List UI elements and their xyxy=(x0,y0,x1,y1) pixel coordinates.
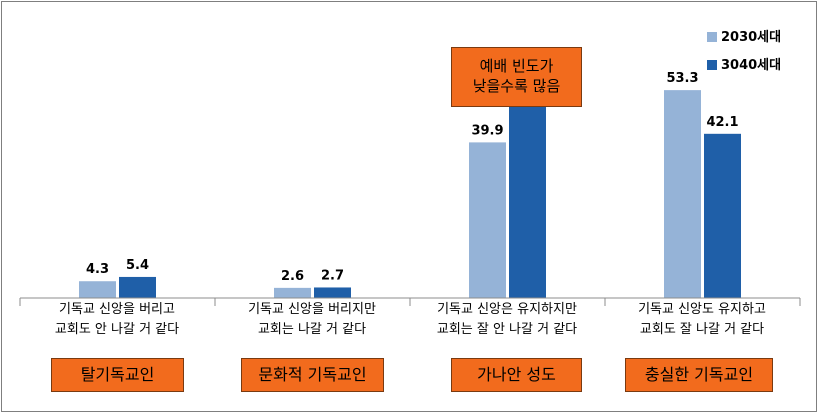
bar-2030 xyxy=(664,90,701,298)
bar-2030 xyxy=(274,287,311,298)
category-label: 기독교 신앙은 유지하지만 교회는 잘 안 나갈 거 같다 xyxy=(407,300,607,340)
category-label-line-2: 교회는 잘 안 나갈 거 같다 xyxy=(436,322,578,337)
legend-label: 2030세대 xyxy=(721,30,782,45)
category-label-line-1: 기독교 신앙은 유지하지만 xyxy=(437,302,577,317)
bar-3040 xyxy=(314,287,351,298)
group-box-post-christian: 탈기독교인 xyxy=(51,358,184,392)
category-label-line-1: 기독교 신앙도 유지하고 xyxy=(638,302,766,317)
data-label: 4.3 xyxy=(86,262,109,277)
group-box-faithful-christian: 충실한 기독교인 xyxy=(625,358,773,392)
bar-3040 xyxy=(704,133,741,298)
legend-swatch-2030 xyxy=(707,32,717,42)
legend-swatch-3040 xyxy=(707,60,717,70)
category-label-line-2: 교회는 나갈 거 같다 xyxy=(257,322,367,337)
callout-line-2: 낮을수록 많음 xyxy=(472,77,561,95)
legend-item-2030: 2030세대 xyxy=(707,26,781,45)
callout-box: 예배 빈도가 낮을수록 많음 xyxy=(451,47,582,107)
bar-2030 xyxy=(79,281,116,298)
category-label: 기독교 신앙을 버리고 교회도 안 나갈 거 같다 xyxy=(17,300,217,340)
callout-line-1: 예배 빈도가 xyxy=(479,57,554,75)
legend-label: 3040세대 xyxy=(721,58,782,73)
group-box-cultural-christian: 문화적 기독교인 xyxy=(241,358,384,392)
data-label: 42.1 xyxy=(706,115,738,130)
data-label: 5.4 xyxy=(126,258,149,273)
category-label-line-2: 교회도 잘 나갈 거 같다 xyxy=(639,322,765,337)
group-box-canaan-believer: 가나안 성도 xyxy=(451,358,582,392)
category-label-line-2: 교회도 안 나갈 거 같다 xyxy=(54,322,180,337)
category-label: 기독교 신앙을 버리지만 교회는 나갈 거 같다 xyxy=(212,300,412,340)
data-label: 2.6 xyxy=(281,269,304,284)
bar-3040 xyxy=(509,104,546,298)
category-label: 기독교 신앙도 유지하고 교회도 잘 나갈 거 같다 xyxy=(602,300,802,340)
legend-item-3040: 3040세대 xyxy=(707,54,781,73)
category-label-line-1: 기독교 신앙을 버리고 xyxy=(59,302,175,317)
data-label: 2.7 xyxy=(321,268,344,283)
bar-2030 xyxy=(469,142,506,298)
bar-3040 xyxy=(119,276,156,298)
data-label: 53.3 xyxy=(666,71,698,86)
category-label-line-1: 기독교 신앙을 버리지만 xyxy=(248,302,376,317)
data-label: 39.9 xyxy=(471,123,503,138)
